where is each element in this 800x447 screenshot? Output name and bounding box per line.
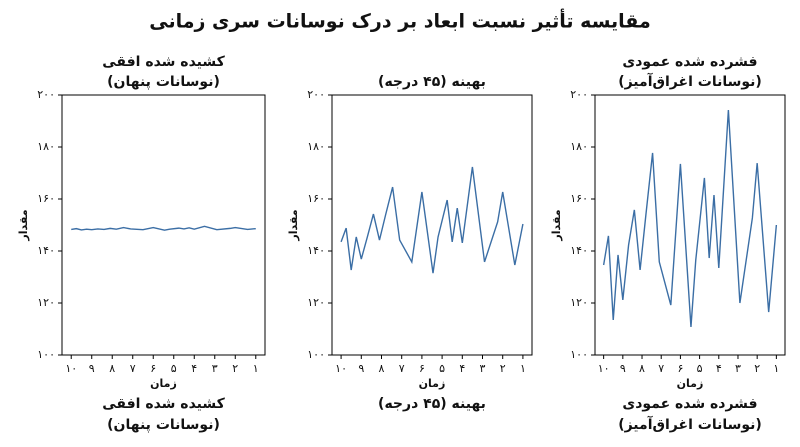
y-axis-label: مقدار [17,209,30,241]
x-axis-label: زمان [419,377,446,390]
x-tick-label: ۷ [658,362,664,375]
panel-title: فشرده شده عمودی [622,54,757,70]
y-axis-label: مقدار [550,209,563,241]
x-tick-label: ۳ [735,362,741,375]
x-tick-label: ۱۰ [335,362,347,375]
y-tick-label: ۱۶۰ [570,192,588,205]
data-line [71,225,256,231]
y-tick-label: ۱۶۰ [37,192,55,205]
x-tick-label: ۸ [639,362,645,375]
panel-title: بهینه (۴۵ درجه) [378,74,486,90]
y-tick-label: ۱۴۰ [307,244,325,257]
y-tick-label: ۱۲۰ [37,296,55,309]
x-tick-label: ۹ [620,362,626,375]
x-tick-label: ۹ [89,362,95,375]
x-tick-label: ۹ [358,362,364,375]
x-tick-label: ۱۰ [65,362,77,375]
y-tick-label: ۱۰۰ [570,348,588,361]
axes-frame [594,94,786,356]
y-tick-label: ۱۰۰ [37,348,55,361]
x-tick-label: ۸ [379,362,385,375]
panel-title: (نوسانات اغراق‌آمیز) [618,72,762,90]
data-line [340,166,524,274]
x-tick-label: ۶ [150,362,156,375]
y-tick-label: ۱۶۰ [307,192,325,205]
y-tick-label: ۱۰۰ [307,348,325,361]
x-tick-label: ۲ [232,362,238,375]
x-tick-label: ۳ [480,362,486,375]
x-tick-label: ۱ [773,362,779,375]
y-tick-label: ۱۴۰ [37,244,55,257]
x-tick-label: ۴ [191,362,197,375]
y-tick-label: ۲۰۰ [307,88,325,101]
x-tick-label: ۶ [419,362,425,375]
panel-caption: بهینه (۴۵ درجه) [378,396,486,412]
y-tick-label: ۱۲۰ [570,296,588,309]
x-tick-label: ۵ [697,362,703,375]
x-tick-label: ۱۰ [598,362,610,375]
x-tick-label: ۵ [439,362,445,375]
x-tick-label: ۸ [109,362,115,375]
y-axis-label: مقدار [287,209,300,241]
x-tick-label: ۲ [500,362,506,375]
data-line [602,110,778,327]
y-tick-label: ۱۲۰ [307,296,325,309]
panel-caption: فشرده شده عمودی [622,396,757,412]
y-tick-label: ۱۸۰ [570,140,588,153]
x-tick-label: ۲ [754,362,760,375]
y-tick-label: ۱۴۰ [570,244,588,257]
panel-title: کشیده شده افقی [102,54,225,70]
axes-frame [331,94,533,356]
x-axis-label: زمان [150,377,177,390]
x-tick-label: ۴ [459,362,465,375]
x-tick-label: ۴ [716,362,722,375]
y-tick-label: ۱۸۰ [307,140,325,153]
x-tick-label: ۱ [253,362,259,375]
x-tick-label: ۵ [171,362,177,375]
panel-caption: (نوسانات اغراق‌آمیز) [618,415,762,433]
x-tick-label: ۱ [520,362,526,375]
x-axis-label: زمان [677,377,704,390]
y-tick-label: ۲۰۰ [570,88,588,101]
x-tick-label: ۳ [212,362,218,375]
y-tick-label: ۲۰۰ [37,88,55,101]
x-tick-label: ۶ [677,362,683,375]
panel-title: (نوسانات پنهان) [107,74,220,90]
x-tick-label: ۷ [130,362,136,375]
x-tick-label: ۷ [399,362,405,375]
panel-caption: (نوسانات پنهان) [107,417,220,433]
y-tick-label: ۱۸۰ [37,140,55,153]
panel-caption: کشیده شده افقی [102,396,225,412]
figure-title: مقایسه تأثیر نسبت ابعاد بر درک نوسانات س… [149,9,651,33]
axes-frame [61,94,266,356]
